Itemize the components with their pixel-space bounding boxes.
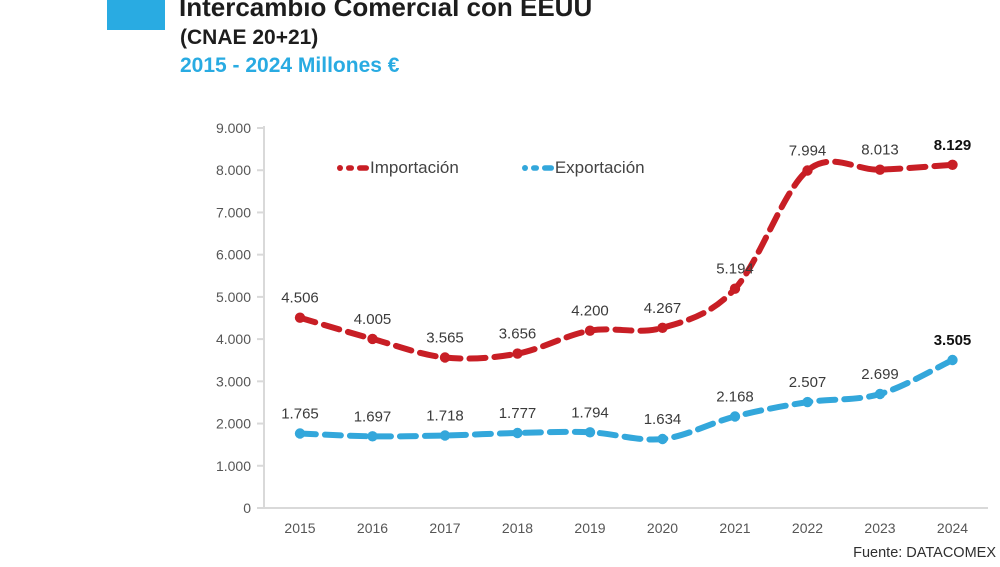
importacion-data-label: 3.656 xyxy=(499,326,537,343)
y-tick-label: 8.000 xyxy=(216,162,251,178)
x-tick-label: 2023 xyxy=(864,520,895,536)
x-tick-label: 2024 xyxy=(937,520,968,536)
brand-square xyxy=(107,0,165,30)
x-tick-label: 2022 xyxy=(792,520,823,536)
exportacion-data-label: 1.765 xyxy=(281,406,319,423)
chart-title: Intercambio Comercial con EEUU xyxy=(179,0,593,22)
exportacion-data-label: 1.718 xyxy=(426,408,464,425)
exportacion-point xyxy=(584,427,596,438)
chart-legend: Importación Exportación xyxy=(336,158,645,178)
exportacion-point xyxy=(294,428,306,439)
exportacion-point xyxy=(802,396,813,408)
importacion-data-label: 7.994 xyxy=(789,143,827,160)
exportacion-data-label: 1.794 xyxy=(571,404,609,421)
importacion-point xyxy=(729,283,741,294)
exportacion-legend-marker-icon xyxy=(521,165,554,171)
importacion-point xyxy=(874,164,886,175)
chart-subtitle: (CNAE 20+21) xyxy=(180,26,319,49)
y-tick-label: 2.000 xyxy=(216,416,251,432)
importacion-data-label: 8.129 xyxy=(934,137,972,154)
x-tick-label: 2015 xyxy=(284,520,315,536)
exportacion-point xyxy=(874,388,886,400)
exportacion-point xyxy=(367,431,378,442)
importacion-point xyxy=(294,312,306,323)
y-tick-label: 6.000 xyxy=(216,247,251,263)
importacion-point xyxy=(657,322,668,333)
importacion-data-label: 4.200 xyxy=(571,303,609,320)
importacion-line xyxy=(297,158,956,362)
exportacion-data-label: 1.777 xyxy=(499,405,537,422)
y-tick-label: 4.000 xyxy=(216,331,251,347)
legend-item-exportacion: Exportación xyxy=(521,158,645,178)
importacion-data-label: 4.005 xyxy=(354,311,392,328)
exportacion-point xyxy=(947,354,958,366)
importacion-data-label: 4.506 xyxy=(281,290,319,307)
importacion-point xyxy=(439,352,451,363)
y-tick-label: 0 xyxy=(243,500,251,516)
importacion-point xyxy=(584,325,596,336)
exportacion-line xyxy=(297,357,956,443)
chart-period: 2015 - 2024 Millones € xyxy=(180,54,400,77)
importacion-point xyxy=(367,333,378,345)
x-tick-label: 2018 xyxy=(502,520,533,536)
exportacion-data-label: 1.697 xyxy=(354,408,392,425)
y-tick-label: 1.000 xyxy=(216,458,251,474)
importacion-data-label: 8.013 xyxy=(861,142,899,159)
exportacion-point xyxy=(729,411,741,422)
importacion-point xyxy=(802,165,813,176)
x-tick-label: 2020 xyxy=(647,520,678,536)
exportacion-series: 1.765 1.697 1.718 1.777 1.794 1.634 2.168 2.507… xyxy=(281,332,972,445)
importacion-point xyxy=(512,348,523,359)
exportacion-data-label: 1.634 xyxy=(644,411,682,428)
importacion-data-label: 5.194 xyxy=(716,261,754,278)
legend-item-importacion: Importación xyxy=(336,158,459,178)
exportacion-point xyxy=(439,430,451,441)
exportacion-data-label: 2.507 xyxy=(789,374,827,391)
legend-label: Exportación xyxy=(554,158,645,177)
importacion-data-label: 3.565 xyxy=(426,330,464,347)
y-tick-label: 5.000 xyxy=(216,289,251,305)
axes: 0 1.000 2.000 3.000 4.000 5.000 6.000 7.000 8.00… xyxy=(216,120,988,536)
x-tick-label: 2021 xyxy=(719,520,750,536)
importacion-series: 4.506 4.005 3.565 3.656 4.200 4.267 5.194 7.994… xyxy=(281,137,971,363)
x-tick-label: 2016 xyxy=(357,520,388,536)
x-tick-label: 2019 xyxy=(574,520,605,536)
legend-label: Importación xyxy=(370,158,459,177)
exportacion-point xyxy=(512,427,523,439)
y-tick-label: 9.000 xyxy=(216,120,251,136)
source-credit: Fuente: DATACOMEX xyxy=(853,545,996,561)
x-tick-label: 2017 xyxy=(429,520,460,536)
importacion-legend-marker-icon xyxy=(337,165,369,171)
exportacion-data-label: 3.505 xyxy=(934,332,972,349)
exportacion-point xyxy=(657,433,668,445)
importacion-point xyxy=(947,159,958,170)
y-tick-label: 3.000 xyxy=(216,373,251,389)
exportacion-data-label: 2.168 xyxy=(716,389,754,406)
importacion-data-label: 4.267 xyxy=(644,300,682,317)
y-tick-label: 7.000 xyxy=(216,204,251,220)
exportacion-data-label: 2.699 xyxy=(861,366,899,383)
